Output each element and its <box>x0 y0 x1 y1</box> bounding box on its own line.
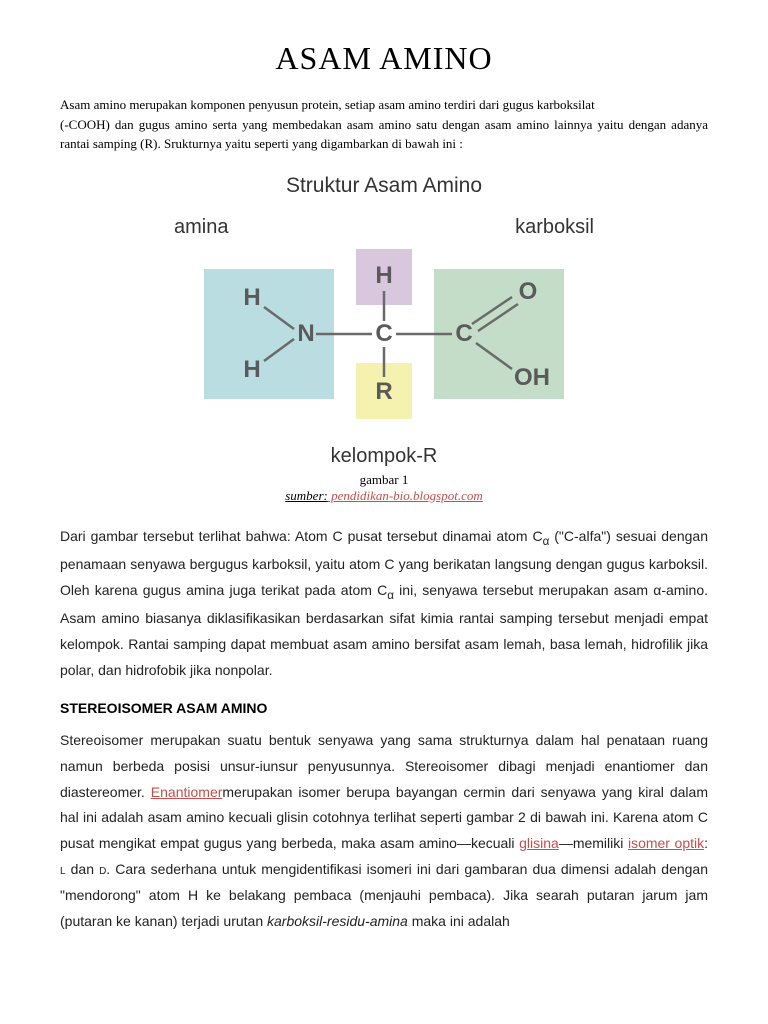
atom-h2: H <box>243 356 260 383</box>
label-amina: amina <box>174 216 228 239</box>
page-title: ASAM AMINO <box>60 40 708 77</box>
intro-line-2: (-COOH) dan gugus amino serta yang membe… <box>60 117 708 152</box>
intro-line-1: Asam amino merupakan komponen penyusun p… <box>60 97 595 112</box>
link-enantiomer[interactable]: Enantiomer <box>151 784 223 800</box>
source-link[interactable]: pendidikan-bio.blogspot.com <box>328 488 483 503</box>
paragraph-3: Stereoisomer merupakan suatu bentuk seny… <box>60 728 708 935</box>
atom-c-right: C <box>455 320 472 347</box>
atom-n: N <box>297 320 314 347</box>
paragraph-2: Dari gambar tersebut terlihat bahwa: Ato… <box>60 524 708 684</box>
label-kelompok-r: kelompok-R <box>60 445 708 468</box>
link-glisina[interactable]: glisina <box>519 835 559 851</box>
figure-caption: gambar 1 <box>60 472 708 488</box>
atom-o: O <box>519 278 538 305</box>
intro-paragraph: Asam amino merupakan komponen penyusun p… <box>60 95 708 154</box>
atom-h1: H <box>243 284 260 311</box>
diagram-top-labels: amina karboksil <box>174 216 594 239</box>
atom-r: R <box>375 378 392 405</box>
amino-acid-diagram: H H N C H R C O OH <box>194 249 574 439</box>
figure-source: sumber: pendidikan-bio.blogspot.com <box>60 488 708 504</box>
diagram-container: Struktur Asam Amino amina karboksil <box>60 174 708 504</box>
atom-oh: OH <box>514 364 550 391</box>
italic-term: karboksil-residu-amina <box>267 913 408 929</box>
diagram-title: Struktur Asam Amino <box>60 174 708 198</box>
section-stereoisomer-title: STEREOISOMER ASAM AMINO <box>60 700 708 716</box>
source-label: sumber: <box>285 488 328 503</box>
atom-h-top: H <box>375 262 392 289</box>
atom-c-center: C <box>375 320 392 347</box>
label-karboksil: karboksil <box>515 216 594 239</box>
link-isomer-optik[interactable]: isomer optik <box>628 835 704 851</box>
